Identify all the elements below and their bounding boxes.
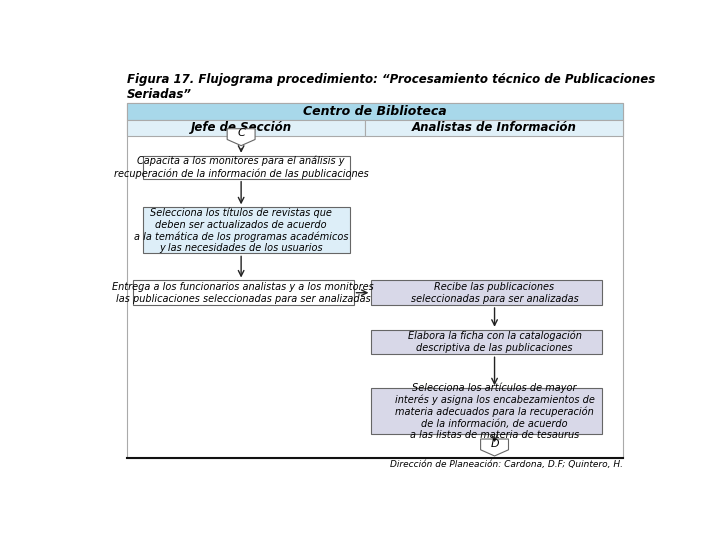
Text: Jefe de Sección: Jefe de Sección	[191, 122, 292, 134]
Polygon shape	[481, 439, 508, 456]
FancyBboxPatch shape	[127, 103, 624, 120]
Text: Selecciona los títulos de revistas que
deben ser actualizados de acuerdo
a la te: Selecciona los títulos de revistas que d…	[134, 207, 348, 253]
FancyBboxPatch shape	[143, 207, 351, 253]
FancyBboxPatch shape	[127, 120, 365, 136]
FancyBboxPatch shape	[143, 156, 351, 179]
FancyBboxPatch shape	[365, 120, 624, 136]
FancyBboxPatch shape	[372, 388, 601, 434]
Text: Recibe las publicaciones
seleccionadas para ser analizadas: Recibe las publicaciones seleccionadas p…	[410, 282, 578, 303]
Text: Dirección de Planeación: Cardona, D.F; Quintero, H.: Dirección de Planeación: Cardona, D.F; Q…	[390, 460, 624, 469]
Text: Analistas de Información: Analistas de Información	[412, 122, 577, 134]
FancyBboxPatch shape	[372, 280, 601, 305]
Text: Elabora la ficha con la catalogación
descriptiva de las publicaciones: Elabora la ficha con la catalogación des…	[408, 331, 582, 353]
Text: Entrega a los funcionarios analistas y a los monitores
las publicaciones selecci: Entrega a los funcionarios analistas y a…	[112, 282, 374, 303]
Text: Figura 17. Flujograma procedimiento: “Procesamiento técnico de Publicaciones
Ser: Figura 17. Flujograma procedimiento: “Pr…	[127, 72, 655, 100]
FancyBboxPatch shape	[127, 103, 624, 457]
Text: Capacita a los monitores para el análisis y
recuperación de la información de la: Capacita a los monitores para el análisi…	[114, 156, 369, 179]
Text: C: C	[238, 129, 245, 138]
Text: D: D	[490, 438, 499, 449]
Text: Centro de Biblioteca: Centro de Biblioteca	[303, 105, 447, 118]
Polygon shape	[228, 129, 255, 146]
FancyBboxPatch shape	[132, 280, 354, 305]
FancyBboxPatch shape	[372, 330, 601, 354]
Text: Selecciona los artículos de mayor
interés y asigna los encabezamientos de
materi: Selecciona los artículos de mayor interé…	[395, 382, 595, 440]
